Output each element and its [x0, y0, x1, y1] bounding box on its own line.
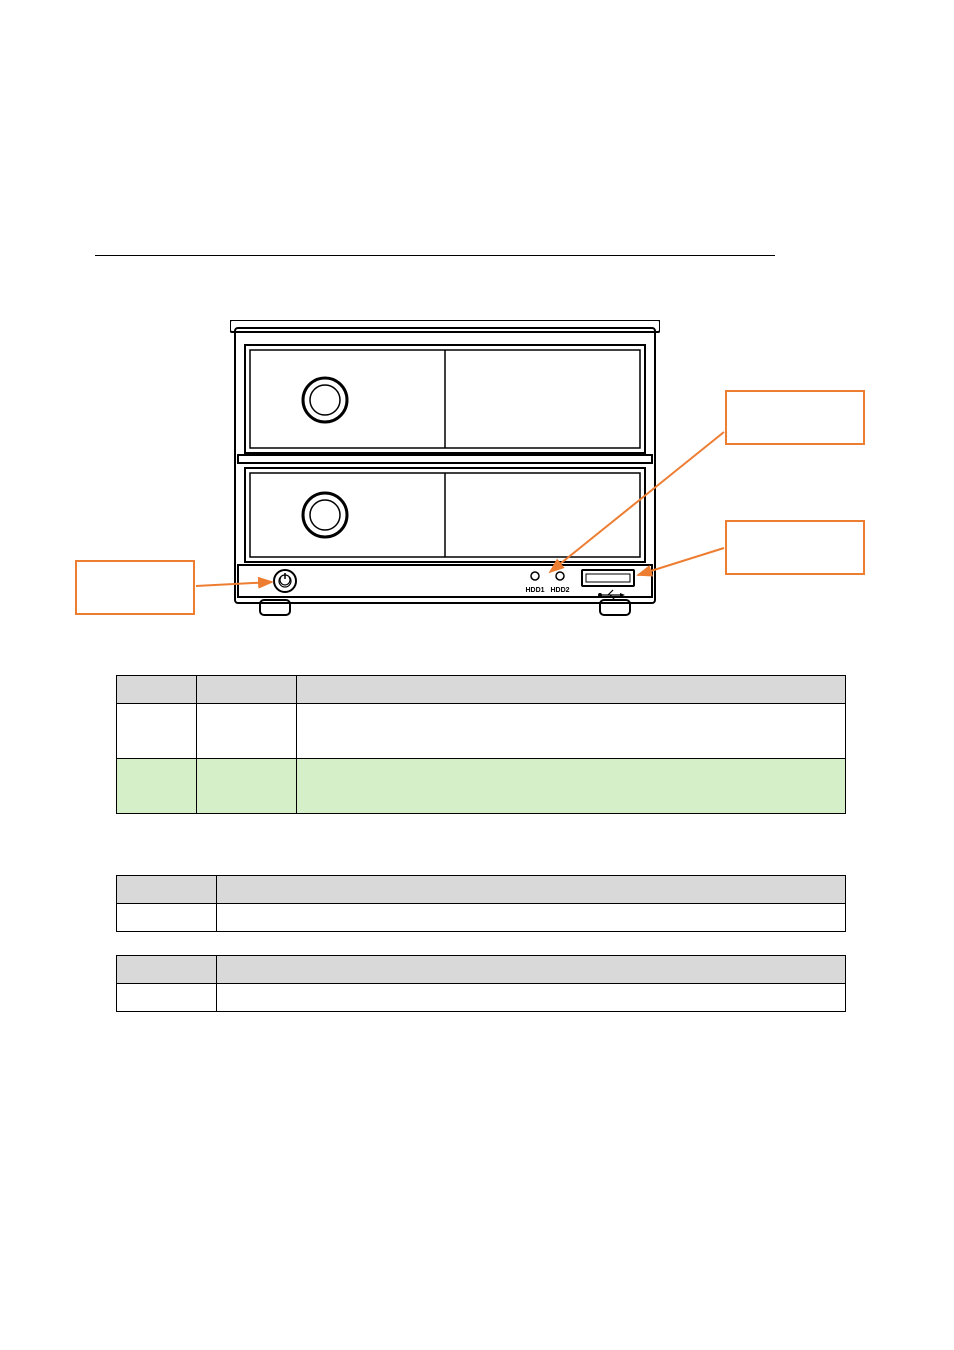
table-1 [116, 675, 846, 814]
t3-h1 [117, 956, 217, 984]
callout-usb-port [725, 520, 865, 575]
t3-r1c1 [117, 984, 217, 1012]
t1-r2c3 [297, 759, 846, 814]
t2-r1c1 [117, 904, 217, 932]
t2-r1c2 [217, 904, 846, 932]
device-svg: HDD1 HDD2 [230, 320, 660, 630]
section-divider [95, 255, 775, 256]
callout-hdd-leds [725, 390, 865, 445]
t1-r2c2 [197, 759, 297, 814]
t1-r1c1 [117, 704, 197, 759]
t2-h1 [117, 876, 217, 904]
t3-r1c2 [217, 984, 846, 1012]
t1-h3 [297, 676, 846, 704]
table-2 [116, 875, 846, 932]
callout-power-button [75, 560, 195, 615]
table-3 [116, 955, 846, 1012]
svg-text:HDD2: HDD2 [550, 587, 569, 594]
t2-h2 [217, 876, 846, 904]
t1-r1c2 [197, 704, 297, 759]
t1-r2c1 [117, 759, 197, 814]
device-front-diagram: HDD1 HDD2 [230, 320, 660, 630]
t3-h2 [217, 956, 846, 984]
t1-h2 [197, 676, 297, 704]
t1-r1c3 [297, 704, 846, 759]
t1-h1 [117, 676, 197, 704]
svg-text:HDD1: HDD1 [525, 587, 544, 594]
